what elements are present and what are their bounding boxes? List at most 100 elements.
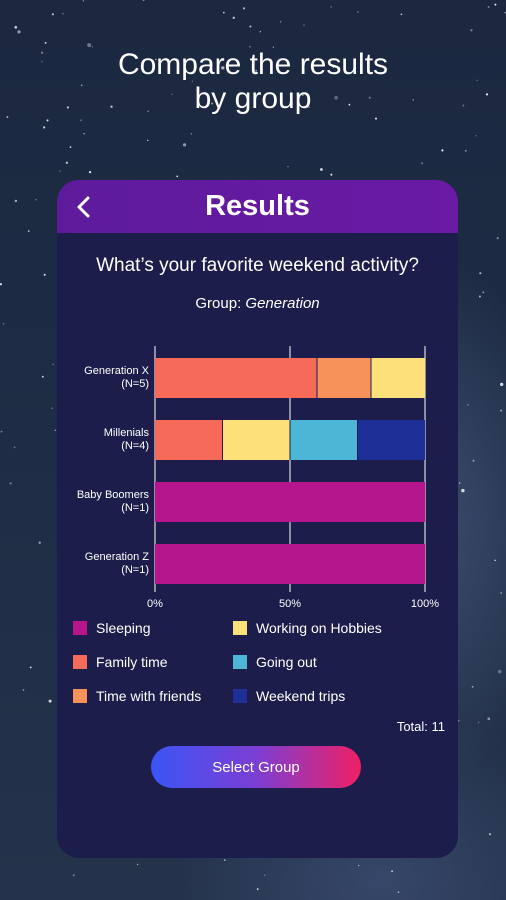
- legend-swatch: [233, 655, 247, 669]
- star: [6, 116, 9, 118]
- star: [332, 65, 335, 68]
- category-count-label: (N=5): [121, 378, 149, 390]
- category-label: Generation X: [84, 365, 149, 377]
- star: [54, 429, 56, 431]
- star: [82, 0, 84, 2]
- select-group-button[interactable]: Select Group: [151, 746, 361, 788]
- star: [22, 689, 25, 691]
- star: [249, 45, 251, 48]
- star: [334, 95, 338, 100]
- star: [475, 135, 477, 137]
- legend-swatch: [233, 621, 247, 635]
- legend-label: Working on Hobbies: [256, 620, 382, 636]
- star: [256, 888, 259, 890]
- star: [330, 6, 332, 8]
- legend-item: Sleeping: [73, 620, 151, 636]
- star: [43, 273, 46, 276]
- category-count-label: (N=1): [121, 502, 149, 514]
- star: [478, 721, 480, 724]
- bar-segment: [290, 420, 358, 460]
- star: [279, 20, 282, 23]
- bar-segment: [371, 358, 425, 398]
- legend-swatch: [73, 655, 87, 669]
- star: [249, 25, 252, 28]
- star: [500, 409, 503, 412]
- star: [14, 25, 18, 29]
- star: [461, 488, 465, 493]
- card-header: [57, 180, 458, 233]
- star: [330, 173, 333, 176]
- star: [142, 0, 145, 2]
- star: [303, 24, 305, 26]
- star: [51, 407, 53, 409]
- star: [46, 119, 49, 122]
- star: [147, 110, 149, 113]
- star: [487, 717, 491, 721]
- star: [357, 11, 359, 13]
- star: [374, 117, 378, 120]
- star: [38, 541, 41, 544]
- star: [476, 79, 478, 82]
- legend-label: Weekend trips: [256, 688, 346, 704]
- x-tick-label: 100%: [411, 598, 439, 610]
- star: [348, 103, 351, 106]
- star: [176, 175, 179, 178]
- star: [500, 591, 503, 595]
- chevron-left-icon: [77, 196, 90, 218]
- star: [80, 84, 83, 87]
- star: [301, 93, 304, 97]
- star: [40, 51, 44, 54]
- star: [155, 58, 157, 61]
- star: [52, 363, 54, 366]
- star: [471, 685, 474, 688]
- star: [494, 3, 497, 6]
- star: [391, 870, 393, 873]
- star: [0, 430, 3, 433]
- star: [0, 283, 2, 286]
- headline: Compare the results by group: [0, 48, 506, 116]
- star: [62, 13, 64, 15]
- star: [242, 7, 246, 10]
- headline-line-2: by group: [194, 82, 312, 115]
- star: [222, 11, 225, 14]
- star: [66, 106, 69, 109]
- star: [472, 459, 475, 462]
- star: [221, 66, 225, 70]
- star: [494, 559, 496, 562]
- star: [35, 198, 37, 201]
- bar-segment: [222, 420, 290, 460]
- category-label: Millenials: [104, 427, 150, 439]
- question-text: What’s your favorite weekend activity?: [96, 255, 419, 276]
- star: [27, 230, 30, 233]
- legend-swatch: [233, 689, 247, 703]
- star: [42, 126, 46, 129]
- star: [464, 149, 467, 152]
- bar-segment: [155, 544, 425, 584]
- star: [441, 149, 444, 152]
- star: [69, 146, 72, 148]
- legend-swatch: [73, 689, 87, 703]
- group-label: Group: Generation: [57, 295, 458, 312]
- legend-item: Family time: [73, 654, 168, 670]
- group-name: Generation: [245, 295, 320, 312]
- star: [87, 43, 92, 48]
- star: [487, 6, 490, 8]
- category-count-label: (N=4): [121, 440, 149, 452]
- legend-label: Sleeping: [96, 620, 151, 636]
- star: [83, 132, 85, 135]
- back-button[interactable]: [67, 190, 101, 224]
- star: [470, 29, 473, 32]
- star: [14, 199, 18, 203]
- category-label: Baby Boomers: [77, 489, 150, 501]
- legend-label: Family time: [96, 654, 168, 670]
- star: [287, 165, 289, 168]
- legend-label: Time with friends: [96, 688, 202, 704]
- total-count: Total: 11: [396, 719, 445, 734]
- star: [80, 119, 83, 122]
- star: [91, 46, 94, 48]
- headline-line-1: Compare the results: [117, 48, 389, 81]
- star: [17, 30, 21, 34]
- star: [29, 666, 32, 669]
- group-prefix: Group:: [195, 295, 246, 312]
- star: [421, 162, 424, 165]
